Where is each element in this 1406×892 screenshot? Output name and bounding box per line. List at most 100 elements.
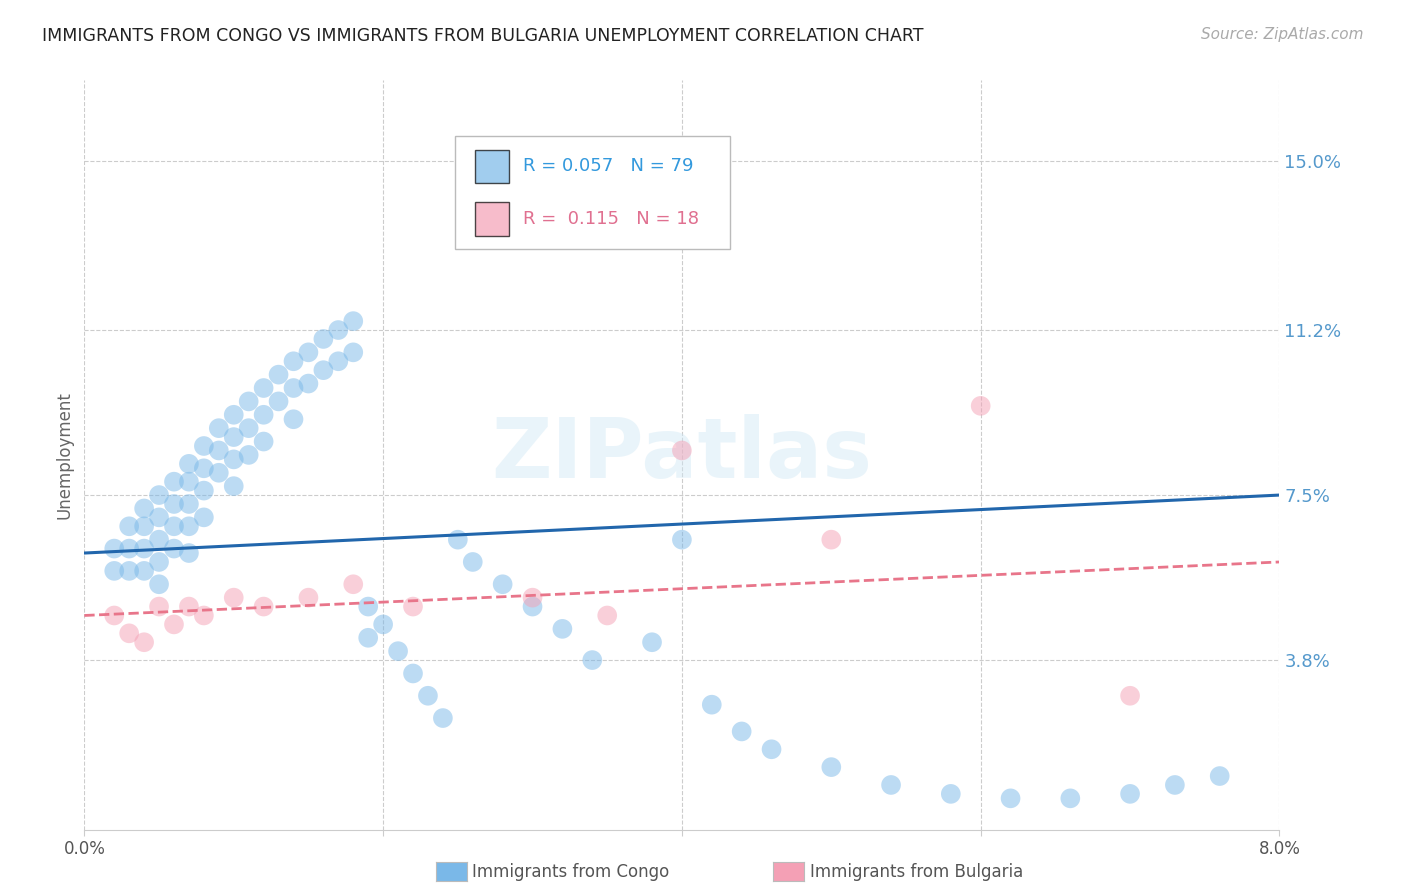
- Point: [297, 591, 319, 605]
- Point: [328, 354, 350, 368]
- Point: [177, 519, 200, 533]
- Point: [177, 546, 200, 560]
- Point: [177, 497, 200, 511]
- Point: [551, 622, 574, 636]
- Point: [373, 617, 395, 632]
- FancyBboxPatch shape: [456, 136, 730, 249]
- Point: [267, 368, 290, 382]
- Point: [522, 599, 544, 614]
- Point: [132, 519, 156, 533]
- Point: [416, 689, 439, 703]
- Point: [522, 591, 544, 605]
- Point: [148, 488, 170, 502]
- Point: [148, 510, 170, 524]
- Point: [177, 475, 200, 489]
- Point: [297, 376, 319, 391]
- Point: [253, 381, 276, 395]
- Point: [118, 564, 141, 578]
- Point: [700, 698, 723, 712]
- Point: [731, 724, 754, 739]
- Point: [939, 787, 962, 801]
- Point: [193, 510, 215, 524]
- Point: [148, 577, 170, 591]
- Point: [222, 479, 245, 493]
- Point: [342, 345, 364, 359]
- Point: [193, 439, 215, 453]
- Point: [328, 323, 350, 337]
- Point: [177, 457, 200, 471]
- Point: [222, 591, 245, 605]
- Point: [132, 501, 156, 516]
- Point: [641, 635, 664, 649]
- Point: [132, 564, 156, 578]
- Point: [671, 443, 693, 458]
- Point: [820, 533, 842, 547]
- Y-axis label: Unemployment: Unemployment: [55, 391, 73, 519]
- Point: [253, 434, 276, 449]
- FancyBboxPatch shape: [475, 202, 509, 235]
- Point: [387, 644, 409, 658]
- Point: [461, 555, 484, 569]
- Point: [970, 399, 993, 413]
- Point: [163, 617, 186, 632]
- Point: [312, 332, 335, 346]
- Point: [1119, 787, 1142, 801]
- Point: [342, 314, 364, 328]
- Point: [163, 497, 186, 511]
- Point: [283, 354, 305, 368]
- Point: [163, 519, 186, 533]
- Point: [208, 443, 231, 458]
- Point: [253, 408, 276, 422]
- Point: [222, 452, 245, 467]
- Point: [432, 711, 454, 725]
- Point: [761, 742, 783, 756]
- Point: [118, 626, 141, 640]
- Point: [357, 631, 380, 645]
- Point: [402, 666, 425, 681]
- Point: [1059, 791, 1081, 805]
- Point: [148, 555, 170, 569]
- Text: Immigrants from Bulgaria: Immigrants from Bulgaria: [810, 863, 1024, 881]
- Text: Source: ZipAtlas.com: Source: ZipAtlas.com: [1201, 27, 1364, 42]
- Point: [253, 599, 276, 614]
- Point: [671, 533, 693, 547]
- Point: [820, 760, 842, 774]
- Point: [193, 461, 215, 475]
- Point: [238, 448, 260, 462]
- Point: [402, 599, 425, 614]
- Text: IMMIGRANTS FROM CONGO VS IMMIGRANTS FROM BULGARIA UNEMPLOYMENT CORRELATION CHART: IMMIGRANTS FROM CONGO VS IMMIGRANTS FROM…: [42, 27, 924, 45]
- Point: [193, 483, 215, 498]
- Point: [267, 394, 290, 409]
- Point: [148, 533, 170, 547]
- Point: [132, 635, 156, 649]
- Text: ZIPatlas: ZIPatlas: [492, 415, 872, 495]
- Point: [177, 599, 200, 614]
- Point: [103, 608, 125, 623]
- Point: [1119, 689, 1142, 703]
- Point: [238, 421, 260, 435]
- Point: [148, 599, 170, 614]
- Point: [312, 363, 335, 377]
- Point: [283, 381, 305, 395]
- Text: Immigrants from Congo: Immigrants from Congo: [472, 863, 669, 881]
- Text: R = 0.057   N = 79: R = 0.057 N = 79: [523, 158, 693, 176]
- Point: [297, 345, 319, 359]
- Point: [283, 412, 305, 426]
- Point: [342, 577, 364, 591]
- FancyBboxPatch shape: [475, 150, 509, 183]
- Point: [238, 394, 260, 409]
- Point: [118, 541, 141, 556]
- Point: [118, 519, 141, 533]
- Point: [222, 408, 245, 422]
- Point: [208, 466, 231, 480]
- Point: [132, 541, 156, 556]
- Point: [357, 599, 380, 614]
- Point: [1209, 769, 1232, 783]
- Text: R =  0.115   N = 18: R = 0.115 N = 18: [523, 210, 699, 227]
- Point: [596, 608, 619, 623]
- Point: [208, 421, 231, 435]
- Point: [163, 541, 186, 556]
- Point: [581, 653, 603, 667]
- Point: [163, 475, 186, 489]
- Point: [1164, 778, 1187, 792]
